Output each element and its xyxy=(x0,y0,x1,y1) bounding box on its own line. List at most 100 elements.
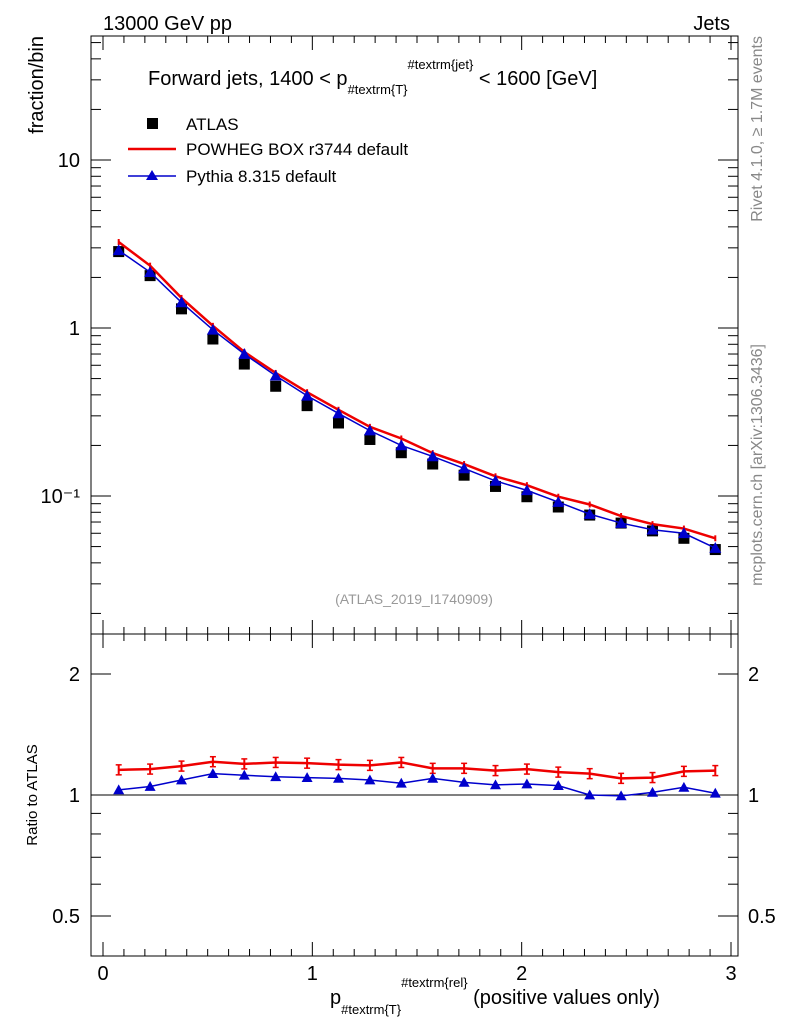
legend-marker-atlas xyxy=(147,118,158,129)
y-tick-label: 1 xyxy=(69,318,80,340)
atlas-point xyxy=(521,491,533,503)
atlas-point xyxy=(364,433,376,445)
pythia-point xyxy=(175,296,188,308)
pythia-point xyxy=(615,517,628,528)
legend-label-powheg: POWHEG BOX r3744 default xyxy=(186,140,408,159)
pythia-ratio-point xyxy=(270,771,282,782)
powheg-line xyxy=(117,241,716,540)
pythia-point xyxy=(112,244,125,256)
y-axis-label: fraction/bin xyxy=(26,36,48,134)
x-tick-label: 3 xyxy=(725,963,736,985)
ratio-series xyxy=(91,755,738,801)
ratio-panel: 0 1 2 3 2 2 1 1 0.5 0.5 Ratio to ATLAS xyxy=(24,633,776,985)
chart-title: Forward jets, 1400 < p#textrm{T} #textrm{… xyxy=(148,57,597,97)
title-superscript: #textrm{jet} xyxy=(408,57,474,72)
pythia-ratio-point xyxy=(615,790,627,801)
pythia-ratio-point xyxy=(552,780,564,791)
pythia-point xyxy=(363,424,376,436)
pythia-point xyxy=(269,369,282,381)
pythia-ratio-point xyxy=(678,781,690,792)
pythia-ratio-point xyxy=(301,772,313,782)
mcplots-label: mcplots.cern.ch [arXiv:1306.3436] xyxy=(749,344,766,586)
ratio-tick-label-left: 2 xyxy=(69,664,80,686)
ratio-tick-label-left: 0.5 xyxy=(52,906,80,928)
pythia-ratio-point xyxy=(647,786,658,797)
pythia-ratio-point xyxy=(144,780,156,791)
pythia-ratio-point xyxy=(458,776,470,787)
atlas-point xyxy=(238,358,250,370)
ratio-ticks: 0 1 2 3 2 2 1 1 0.5 0.5 xyxy=(52,634,776,985)
pythia-ratio-point xyxy=(490,779,501,790)
x-label-superscript: #textrm{rel} xyxy=(401,975,468,990)
pythia-point xyxy=(301,389,314,401)
pythia-point xyxy=(238,348,251,359)
atlas-point xyxy=(301,400,313,412)
pythia-point xyxy=(426,450,439,462)
x-tick-label: 0 xyxy=(97,963,108,985)
y-tick-label: 10⁻¹ xyxy=(41,486,81,508)
pythia-ratio-point xyxy=(207,768,219,779)
atlas-point xyxy=(270,380,282,392)
pythia-ratio-point xyxy=(238,769,250,780)
pythia-line xyxy=(118,249,716,549)
ratio-tick-label-right: 0.5 xyxy=(748,906,776,928)
pythia-point xyxy=(489,474,502,486)
pythia-point xyxy=(709,542,722,553)
x-label-subscript: #textrm{T} xyxy=(341,1002,402,1017)
pythia-ratio-point xyxy=(427,772,439,783)
pythia-point xyxy=(206,323,219,335)
main-panel: 10 1 10⁻¹ Forward jets, 1400 < p#textrm{T}… xyxy=(26,35,739,635)
pythia-point xyxy=(583,508,596,519)
x-label-suffix: (positive values only) xyxy=(468,987,660,1009)
ratio-tick-label-right: 1 xyxy=(748,785,759,807)
rivet-label: Rivet 4.1.0, ≥ 1.7M events xyxy=(749,36,766,222)
main-series xyxy=(112,239,722,556)
ratio-tick-label-left: 1 xyxy=(69,785,80,807)
atlas-point xyxy=(678,532,690,544)
atlas-point xyxy=(458,469,470,481)
ratio-axis-label: Ratio to ATLAS xyxy=(24,744,41,845)
x-tick-label: 1 xyxy=(307,963,318,985)
atlas-point xyxy=(333,417,344,429)
header-left: 13000 GeV pp xyxy=(103,13,232,35)
pythia-ratio-point xyxy=(709,787,721,798)
x-axis-label: p#textrm{T} #textrm{rel} (positive values… xyxy=(330,975,660,1017)
atlas-point xyxy=(552,501,564,513)
pythia-point xyxy=(332,407,345,419)
atlas-point xyxy=(207,333,219,345)
pythia-point xyxy=(395,439,408,451)
pythia-point xyxy=(458,462,471,474)
powheg-ratio-line xyxy=(118,760,716,780)
legend-marker-pythia xyxy=(146,170,158,180)
pythia-ratio-point xyxy=(176,774,187,785)
pythia-ratio-point xyxy=(333,772,344,783)
pythia-ratio-point xyxy=(584,789,596,800)
header-right: Jets xyxy=(693,13,730,35)
watermark: (ATLAS_2019_I1740909) xyxy=(335,591,493,607)
pythia-point xyxy=(552,496,565,507)
atlas-point xyxy=(490,480,501,492)
legend: ATLAS POWHEG BOX r3744 default Pythia 8.… xyxy=(128,115,408,186)
title-subscript: #textrm{T} xyxy=(348,82,409,97)
atlas-point xyxy=(395,447,407,459)
x-tick-label: 2 xyxy=(516,963,527,985)
title-prefix: Forward jets, 1400 < p xyxy=(148,68,348,90)
atlas-point xyxy=(176,303,187,315)
pythia-point xyxy=(144,266,157,277)
main-ticks: 10 1 10⁻¹ xyxy=(41,36,738,634)
pythia-ratio-point xyxy=(364,774,376,785)
pythia-ratio-point xyxy=(395,777,407,788)
pythia-point xyxy=(520,484,533,496)
pythia-ratio-point xyxy=(521,778,533,789)
pythia-point xyxy=(646,523,659,535)
legend-label-pythia: Pythia 8.315 default xyxy=(186,167,337,186)
title-suffix: < 1600 [GeV] xyxy=(473,68,597,90)
pythia-point xyxy=(677,527,690,539)
x-label-main: p xyxy=(330,987,341,1009)
ratio-tick-label-right: 2 xyxy=(748,664,759,686)
legend-label-atlas: ATLAS xyxy=(186,115,239,134)
y-tick-label: 10 xyxy=(58,150,80,172)
atlas-point xyxy=(427,458,439,470)
pythia-ratio-line xyxy=(118,772,716,797)
